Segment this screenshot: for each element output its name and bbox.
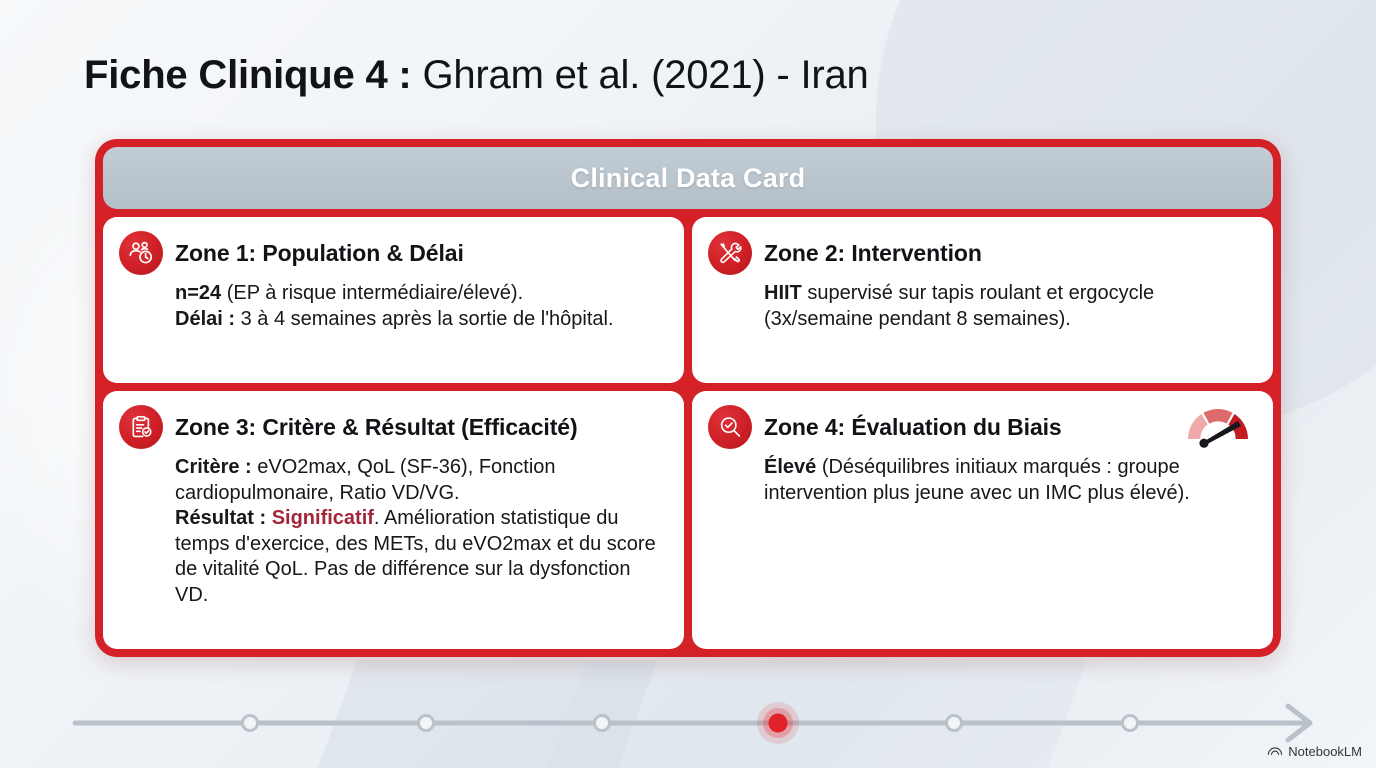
zone-3-body: Critère : eVO2max, QoL (SF-36), Fonction… <box>119 453 666 609</box>
zone-3-title: Zone 3: Critère & Résultat (Efficacité) <box>175 413 578 440</box>
zone-1-title: Zone 1: Population & Délai <box>175 239 464 266</box>
body-text: eVO2max, QoL (SF-36), Fonction cardiopul… <box>175 456 556 504</box>
body-emphasis: Résultat : <box>175 507 267 530</box>
zone-3-header: Zone 3: Critère & Résultat (Efficacité) <box>119 405 666 449</box>
body-emphasis: Délai : <box>175 307 236 330</box>
body-line: Résultat : Significatif. Amélioration st… <box>175 506 666 608</box>
zone-1-body: n=24 (EP à risque intermédiaire/élevé). D… <box>119 279 666 332</box>
timeline-node-5[interactable] <box>945 714 963 732</box>
body-line: n=24 (EP à risque intermédiaire/élevé). <box>175 281 666 307</box>
timeline-node-2[interactable] <box>417 714 435 732</box>
people-clock-icon <box>119 231 163 275</box>
zone-2-title: Zone 2: Intervention <box>764 239 982 266</box>
body-text: . Amélioration statistique du temps d'ex… <box>175 507 656 606</box>
zone-4-body: Élevé (Déséquilibres initiaux marqués : … <box>708 453 1255 506</box>
zone-grid: Zone 1: Population & Délai n=24 (EP à ri… <box>103 217 1273 649</box>
node-dot-active <box>768 713 788 733</box>
clinical-data-card: Clinical Data Card Zone 1: Population & … <box>95 139 1281 657</box>
timeline-arrow-icon <box>1285 703 1313 743</box>
notebooklm-brand: NotebookLM <box>1267 743 1362 760</box>
tools-icon <box>708 231 752 275</box>
page-title-rest: Ghram et al. (2021) - Iran <box>411 53 869 97</box>
node-dot <box>593 714 611 732</box>
page-title-strong: Fiche Clinique 4 : <box>84 53 412 97</box>
zone-card-3[interactable]: Zone 3: Critère & Résultat (Efficacité) … <box>103 391 684 649</box>
zone-2-body: HIIT supervisé sur tapis roulant et ergo… <box>708 279 1255 332</box>
body-emphasis: Élevé <box>764 456 817 478</box>
timeline-node-4[interactable] <box>757 702 799 744</box>
body-emphasis: HIIT <box>764 282 802 304</box>
body-text: (Déséquilibres initiaux marqués : groupe… <box>764 456 1190 504</box>
timeline-node-6[interactable] <box>1121 714 1139 732</box>
timeline-node-1[interactable] <box>241 714 259 732</box>
body-line: Délai : 3 à 4 semaines après la sortie d… <box>175 307 666 333</box>
notebooklm-logo-icon <box>1267 743 1283 760</box>
timeline-svg <box>72 702 1313 744</box>
zone-4-title: Zone 4: Évaluation du Biais <box>764 413 1062 440</box>
body-line: HIIT supervisé sur tapis roulant et ergo… <box>764 281 1255 332</box>
progress-timeline[interactable] <box>0 692 1376 754</box>
zone-card-4[interactable]: Zone 4: Évaluation du Biais Élevé (Déséq… <box>692 391 1273 649</box>
page-title: Fiche Clinique 4 : Ghram et al. (2021) -… <box>84 52 869 98</box>
notebooklm-label: NotebookLM <box>1288 744 1362 759</box>
significance-accent: Significatif <box>271 507 374 530</box>
node-dot <box>1121 714 1139 732</box>
node-dot <box>241 714 259 732</box>
body-line: Élevé (Déséquilibres initiaux marqués : … <box>764 455 1255 506</box>
card-header-title: Clinical Data Card <box>570 162 806 193</box>
timeline-node-3[interactable] <box>593 714 611 732</box>
body-line: Critère : eVO2max, QoL (SF-36), Fonction… <box>175 455 666 506</box>
zone-1-header: Zone 1: Population & Délai <box>119 231 666 275</box>
body-text: supervisé sur tapis roulant et ergocycle… <box>764 282 1155 330</box>
gauge-high-icon <box>1181 399 1255 456</box>
node-dot <box>945 714 963 732</box>
magnifier-check-icon <box>708 405 752 449</box>
body-emphasis: Critère : <box>175 456 252 478</box>
clipboard-check-icon <box>119 405 163 449</box>
zone-card-2[interactable]: Zone 2: Intervention HIIT supervisé sur … <box>692 217 1273 383</box>
card-header-band: Clinical Data Card <box>103 147 1273 209</box>
body-emphasis: n=24 <box>175 282 222 304</box>
node-dot <box>417 714 435 732</box>
zone-card-1[interactable]: Zone 1: Population & Délai n=24 (EP à ri… <box>103 217 684 383</box>
body-text: (EP à risque intermédiaire/élevé). <box>221 282 524 304</box>
zone-2-header: Zone 2: Intervention <box>708 231 1255 275</box>
zone-4-header: Zone 4: Évaluation du Biais <box>708 405 1255 449</box>
body-text: 3 à 4 semaines après la sortie de l'hôpi… <box>235 307 614 330</box>
